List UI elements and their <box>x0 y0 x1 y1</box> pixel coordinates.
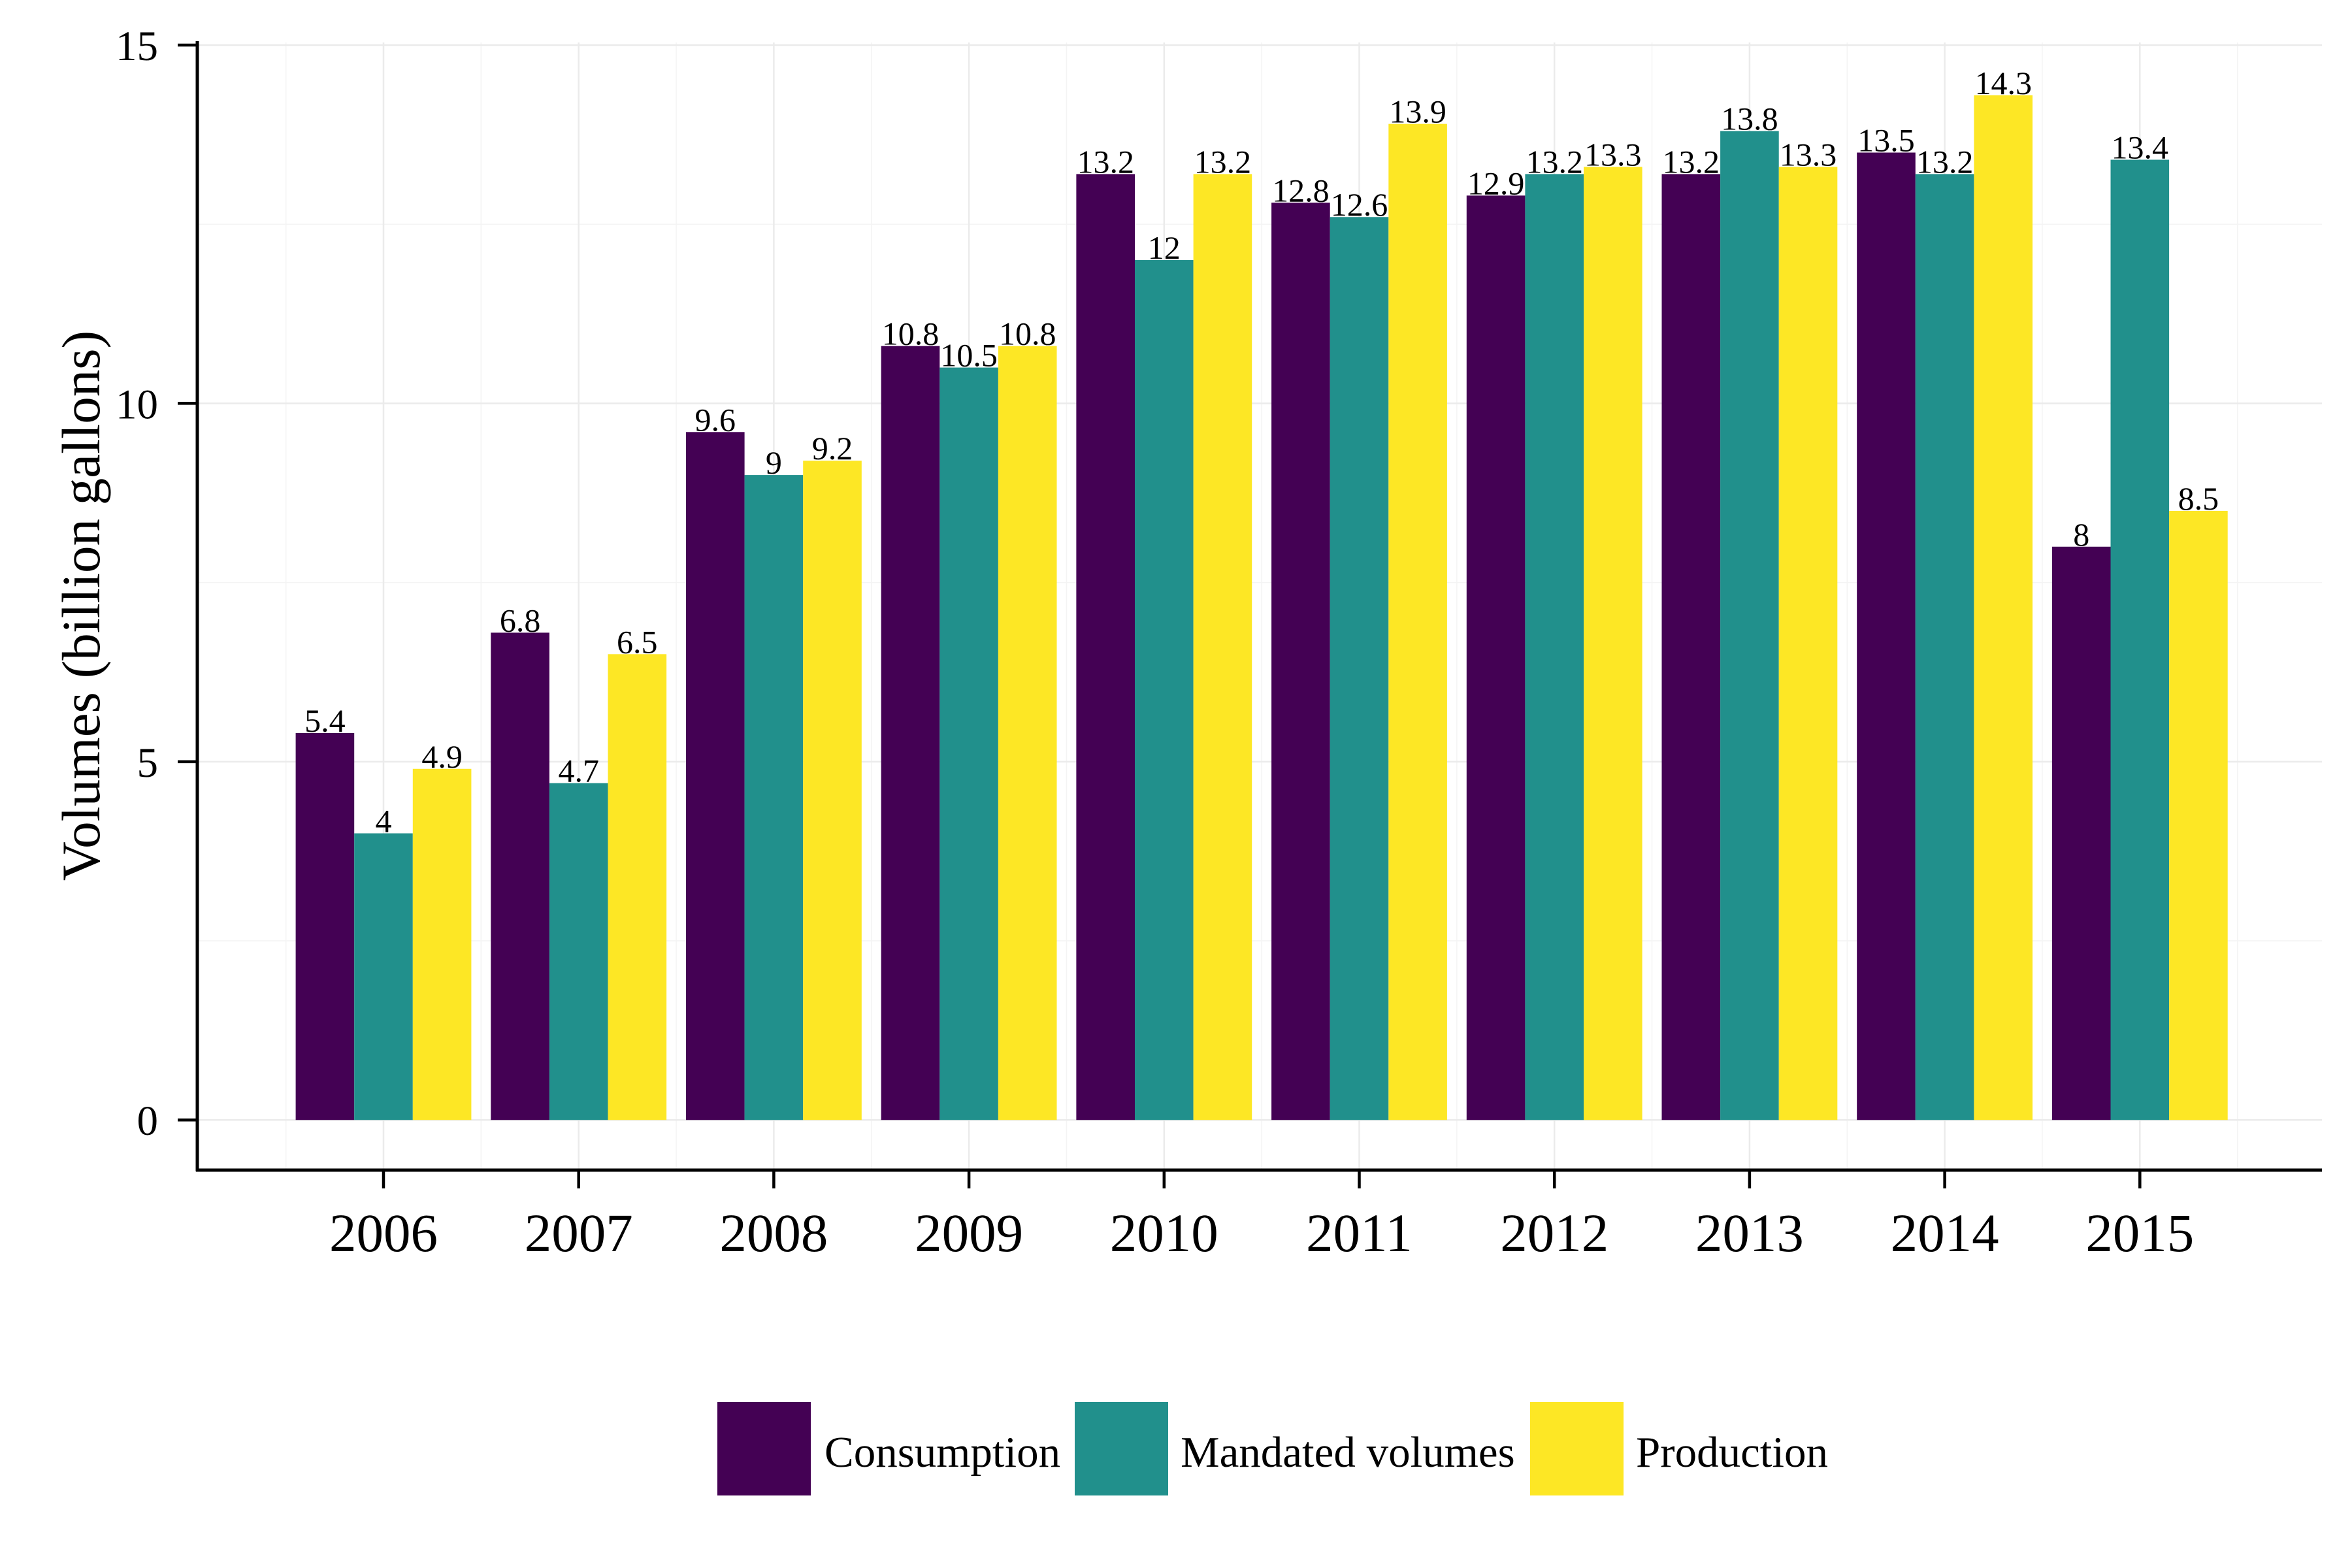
axes <box>178 41 2322 1188</box>
data-label-production-2010: 13.2 <box>1194 143 1252 180</box>
bar-production-2015 <box>2169 510 2228 1120</box>
data-label-mandated-volumes-2009: 10.5 <box>940 337 998 374</box>
data-label-production-2012: 13.3 <box>1584 136 1642 172</box>
bar-consumption-2009 <box>881 346 940 1120</box>
data-label-mandated-volumes-2013: 13.8 <box>1721 101 1778 137</box>
bar-consumption-2006 <box>295 732 355 1120</box>
bar-mandated-volumes-2010 <box>1134 260 1194 1120</box>
bar-consumption-2012 <box>1466 195 1526 1120</box>
legend-label-mandated-volumes: Mandated volumes <box>1181 1428 1515 1477</box>
x-tick-label: 2009 <box>915 1203 1023 1263</box>
data-label-production-2015: 8.5 <box>2178 480 2219 517</box>
data-label-consumption-2011: 12.8 <box>1272 172 1330 208</box>
bar-mandated-volumes-2006 <box>354 833 413 1120</box>
bar-mandated-volumes-2013 <box>1720 131 1779 1120</box>
bar-consumption-2015 <box>2051 546 2111 1120</box>
bar-mandated-volumes-2014 <box>1915 174 1974 1120</box>
legend-key-production <box>1530 1402 1624 1495</box>
data-label-mandated-volumes-2014: 13.2 <box>1916 143 1974 180</box>
legend-item-mandated-volumes: Mandated volumes <box>1075 1402 1515 1495</box>
legend-item-production: Production <box>1530 1402 1828 1495</box>
data-label-production-2009: 10.8 <box>999 316 1056 352</box>
legend: Consumption Mandated volumes Production <box>717 1402 1828 1495</box>
bar-production-2007 <box>608 654 667 1120</box>
data-label-production-2014: 14.3 <box>1974 65 2032 101</box>
legend-key-consumption <box>717 1402 811 1495</box>
data-label-production-2013: 13.3 <box>1780 136 1837 172</box>
bars <box>295 95 2228 1120</box>
bar-mandated-volumes-2009 <box>939 367 998 1120</box>
data-label-consumption-2012: 12.9 <box>1467 165 1525 201</box>
data-label-consumption-2010: 13.2 <box>1077 143 1134 180</box>
data-label-production-2006: 4.9 <box>421 738 463 775</box>
y-tick-label: 15 <box>116 23 158 70</box>
bar-production-2013 <box>1778 167 1838 1120</box>
bar-production-2014 <box>1974 95 2033 1120</box>
bar-production-2010 <box>1193 174 1252 1120</box>
bar-consumption-2014 <box>1857 152 1916 1120</box>
data-label-mandated-volumes-2008: 9 <box>766 444 782 481</box>
x-tick-label: 2012 <box>1500 1203 1609 1263</box>
data-label-consumption-2014: 13.5 <box>1857 122 1915 159</box>
data-label-production-2008: 9.2 <box>812 430 853 466</box>
data-label-consumption-2007: 6.8 <box>500 602 541 638</box>
legend-label-consumption: Consumption <box>825 1428 1060 1477</box>
legend-label-production: Production <box>1636 1428 1828 1477</box>
x-axis-tick-labels: 2006 2007 2008 2009 2010 2011 2012 2013 2014 2015 <box>329 1203 2194 1263</box>
data-label-production-2007: 6.5 <box>617 623 658 660</box>
x-tick-label: 2015 <box>2085 1203 2194 1263</box>
bar-mandated-volumes-2011 <box>1330 217 1389 1120</box>
bar-mandated-volumes-2008 <box>744 475 804 1120</box>
bar-production-2006 <box>412 768 472 1120</box>
x-tick-label: 2010 <box>1110 1203 1218 1263</box>
x-tick-label: 2008 <box>719 1203 828 1263</box>
bar-mandated-volumes-2007 <box>549 783 608 1120</box>
x-tick-label: 2014 <box>1891 1203 1999 1263</box>
bar-production-2008 <box>803 461 862 1120</box>
data-label-mandated-volumes-2007: 4.7 <box>558 753 599 789</box>
legend-key-mandated-volumes <box>1075 1402 1168 1495</box>
bar-consumption-2011 <box>1271 203 1330 1120</box>
x-tick-label: 2011 <box>1306 1203 1413 1263</box>
y-tick-label: 0 <box>137 1098 159 1145</box>
y-axis-tick-labels: 0 5 10 15 <box>116 23 158 1145</box>
data-label-mandated-volumes-2011: 12.6 <box>1331 186 1388 223</box>
bar-consumption-2013 <box>1661 174 1721 1120</box>
data-label-consumption-2009: 10.8 <box>882 316 939 352</box>
data-label-consumption-2015: 8 <box>2073 516 2089 553</box>
data-label-mandated-volumes-2010: 12 <box>1148 229 1181 266</box>
data-label-mandated-volumes-2015: 13.4 <box>2112 129 2169 165</box>
data-label-mandated-volumes-2006: 4 <box>376 802 392 839</box>
data-label-consumption-2006: 5.4 <box>304 702 346 739</box>
x-tick-label: 2007 <box>525 1203 633 1263</box>
legend-item-consumption: Consumption <box>717 1402 1060 1495</box>
data-labels: 5.46.89.610.813.212.8 12.913.213.5844.791… <box>304 65 2219 840</box>
bar-production-2009 <box>998 346 1057 1120</box>
bar-mandated-volumes-2012 <box>1525 174 1584 1120</box>
bar-consumption-2007 <box>491 632 549 1120</box>
data-label-consumption-2013: 13.2 <box>1663 143 1720 180</box>
data-label-consumption-2008: 9.6 <box>695 401 736 438</box>
x-tick-label: 2013 <box>1695 1203 1804 1263</box>
y-tick-label: 5 <box>137 740 159 787</box>
bar-consumption-2010 <box>1076 174 1135 1120</box>
x-tick-label: 2006 <box>329 1203 438 1263</box>
bar-mandated-volumes-2015 <box>2110 159 2170 1120</box>
data-label-mandated-volumes-2012: 13.2 <box>1526 143 1583 180</box>
bar-consumption-2008 <box>685 432 745 1120</box>
bar-production-2011 <box>1388 123 1447 1120</box>
y-tick-label: 10 <box>116 381 158 428</box>
y-axis-title: Volumes (billion gallons) <box>51 331 111 881</box>
bar-production-2012 <box>1584 167 1642 1120</box>
data-label-production-2011: 13.9 <box>1389 93 1446 130</box>
